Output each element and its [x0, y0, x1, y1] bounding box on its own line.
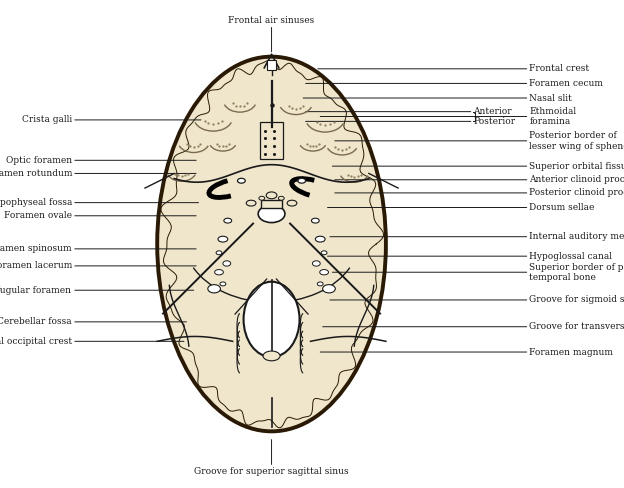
- Text: Foramen spinosum: Foramen spinosum: [0, 244, 196, 253]
- Text: Jugular foramen: Jugular foramen: [0, 286, 193, 295]
- Text: Foramen rotundum: Foramen rotundum: [0, 169, 196, 178]
- Ellipse shape: [208, 285, 220, 293]
- Text: Posterior: Posterior: [306, 117, 515, 126]
- Text: Foramen lacerum: Foramen lacerum: [0, 262, 196, 270]
- Ellipse shape: [323, 285, 335, 293]
- Text: Frontal crest: Frontal crest: [318, 64, 590, 73]
- Text: Hypoglossal canal: Hypoglossal canal: [328, 252, 613, 261]
- Text: Groove for superior sagittal sinus: Groove for superior sagittal sinus: [194, 440, 349, 476]
- Text: Dorsum sellae: Dorsum sellae: [328, 203, 595, 212]
- Text: Ethmoidal
foramina: Ethmoidal foramina: [320, 107, 577, 126]
- Ellipse shape: [259, 196, 265, 200]
- Ellipse shape: [224, 218, 232, 223]
- Ellipse shape: [246, 200, 256, 206]
- Text: Hypophyseal fossa: Hypophyseal fossa: [0, 198, 198, 207]
- Ellipse shape: [157, 57, 386, 431]
- Ellipse shape: [313, 261, 320, 266]
- Ellipse shape: [243, 282, 300, 357]
- Ellipse shape: [220, 282, 226, 286]
- Ellipse shape: [215, 269, 223, 275]
- Text: Foramen cecum: Foramen cecum: [306, 79, 603, 88]
- Text: Nasal slit: Nasal slit: [303, 94, 572, 102]
- Text: Posterior border of
lesser wing of sphenoid: Posterior border of lesser wing of sphen…: [335, 131, 624, 150]
- Text: Foramen magnum: Foramen magnum: [320, 347, 613, 357]
- Text: Cerebellar fossa: Cerebellar fossa: [0, 317, 187, 326]
- Polygon shape: [261, 200, 282, 208]
- Ellipse shape: [266, 192, 277, 199]
- Ellipse shape: [298, 178, 306, 183]
- Ellipse shape: [223, 261, 231, 266]
- Text: Internal auditory meatus: Internal auditory meatus: [330, 232, 624, 241]
- Text: Posterior clinoid process: Posterior clinoid process: [335, 188, 624, 198]
- Ellipse shape: [319, 269, 328, 275]
- Ellipse shape: [218, 236, 228, 242]
- Ellipse shape: [238, 178, 245, 183]
- Text: Frontal air sinuses: Frontal air sinuses: [228, 16, 314, 52]
- Text: Anterior clinoid process: Anterior clinoid process: [335, 175, 624, 184]
- Text: Foramen ovale: Foramen ovale: [4, 211, 196, 220]
- Text: Superior orbital fissure: Superior orbital fissure: [333, 162, 624, 171]
- Text: Anterior: Anterior: [306, 107, 512, 116]
- Text: Superior border of petrous
temporal bone: Superior border of petrous temporal bone: [333, 263, 624, 282]
- Text: Internal occipital crest: Internal occipital crest: [0, 337, 184, 346]
- Ellipse shape: [278, 196, 284, 200]
- Ellipse shape: [287, 200, 297, 206]
- Ellipse shape: [263, 351, 280, 361]
- Text: Optic foramen: Optic foramen: [6, 156, 196, 165]
- Ellipse shape: [311, 218, 319, 223]
- Ellipse shape: [317, 282, 323, 286]
- Polygon shape: [267, 60, 276, 70]
- Ellipse shape: [258, 205, 285, 223]
- Text: Groove for transverse sinus: Groove for transverse sinus: [323, 322, 624, 331]
- Text: Crista galli: Crista galli: [22, 116, 201, 124]
- Ellipse shape: [315, 236, 325, 242]
- Text: Groove for sigmoid sinus: Groove for sigmoid sinus: [330, 295, 624, 305]
- Ellipse shape: [321, 251, 327, 255]
- Ellipse shape: [216, 251, 222, 255]
